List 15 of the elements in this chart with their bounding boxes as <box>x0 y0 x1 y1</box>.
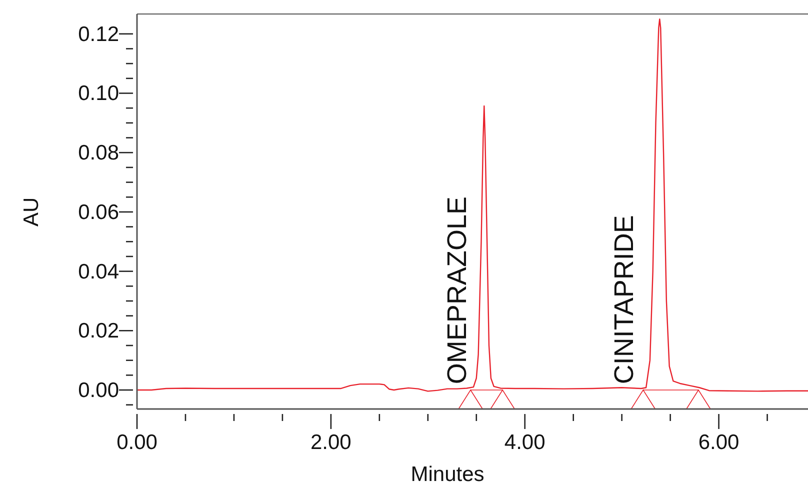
x-axis-title: Minutes <box>410 463 484 486</box>
x-tick-label: 2.00 <box>310 431 352 454</box>
y-tick-label: 0.04 <box>78 260 120 284</box>
x-tick-label: 4.00 <box>504 431 546 454</box>
y-tick-label: 0.08 <box>78 142 119 165</box>
y-axis-title: AU <box>20 197 43 227</box>
y-tick-label: 0.00 <box>78 379 119 402</box>
y-tick-label: 0.02 <box>78 320 119 343</box>
y-tick-label: 0.10 <box>78 82 119 106</box>
x-tick-label: 0.00 <box>116 431 158 454</box>
y-tick-label: 0.12 <box>78 22 119 46</box>
y-tick-label: 0.06 <box>78 200 119 224</box>
annotation: OMEPRAZOLE <box>442 196 472 384</box>
annotation: CINITAPRIDE <box>608 215 639 384</box>
x-tick-label: 6.00 <box>698 431 740 454</box>
